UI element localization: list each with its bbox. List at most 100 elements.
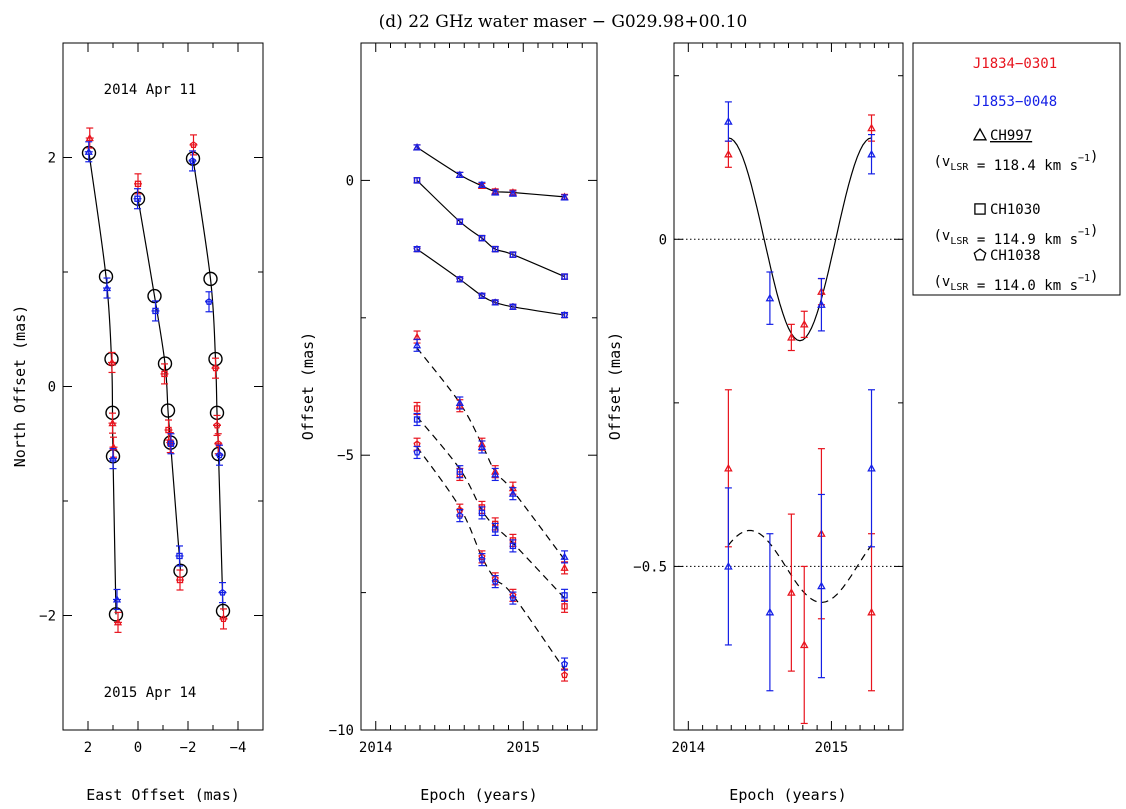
sky-red-point <box>108 418 117 427</box>
residual-blue-point <box>765 607 775 616</box>
sky-panel-frame <box>62 42 264 731</box>
residual-blue-point <box>765 293 775 302</box>
sky-blue-point <box>218 588 227 596</box>
residual-red-point <box>724 149 733 158</box>
sky-annotation-end: 2015 Apr 14 <box>104 685 197 701</box>
offset-epoch-panel-ticks: 2014 2015 0 −5 −10 <box>329 42 597 756</box>
legend-spot-name: CH1038 <box>990 248 1041 264</box>
sky-y-tick-label: 0 <box>48 380 56 396</box>
offset-blue-point <box>509 251 517 258</box>
residual-blue-point <box>817 581 826 590</box>
sky-blue-point <box>112 595 122 603</box>
residual-epoch-panel-ticks: 2014 2015 0 −0.5 <box>633 43 903 756</box>
offset-blue-point <box>509 542 517 550</box>
sky-x-axis-label: East Offset (mas) <box>86 786 240 804</box>
sky-x-tick-label: 0 <box>134 740 142 756</box>
sky-blue-point <box>167 440 175 447</box>
offset-epoch-panel-data <box>412 143 569 682</box>
legend-vlsr-part: LSR <box>950 282 969 293</box>
sky-blue-point <box>84 147 93 155</box>
offset-blue-point <box>477 180 487 188</box>
sky-red-point <box>113 618 123 626</box>
sky-panel: 2 0 −2 −4 2 0 −2 2014 Apr 11 2015 Apr 14 East … <box>11 42 264 804</box>
offset-blue-point <box>413 245 421 253</box>
legend-vlsr-part: LSR <box>950 162 969 173</box>
sky-x-tick-label: 2 <box>84 740 92 756</box>
offset-model-curve <box>416 248 565 316</box>
sky-annotation-start: 2014 Apr 11 <box>104 82 197 98</box>
sky-red-point <box>167 439 174 446</box>
legend-vlsr-part: ) <box>1090 269 1098 285</box>
sky-red-point <box>213 421 221 429</box>
legend-spot-vlsr: (vLSR = 118.4 km s−1) <box>934 149 1099 174</box>
legend-qso1: J1834−0301 <box>973 56 1057 72</box>
sky-model-position <box>147 288 162 304</box>
residual-epoch-y-axis-label: Offset (mas) <box>606 332 624 440</box>
sky-blue-point <box>215 451 224 459</box>
offset-blue-point <box>478 291 486 299</box>
sky-model-position <box>160 403 176 418</box>
sky-red-point <box>211 364 220 372</box>
offset-blue-point <box>455 170 464 178</box>
residual-y-tick-label: 0 <box>659 232 667 248</box>
residual-x-tick-label: 2015 <box>815 740 849 756</box>
legend-vlsr-part: = 118.4 km s <box>968 158 1078 174</box>
sky-blue-point <box>108 454 118 462</box>
offset-blue-point <box>509 302 517 310</box>
offset-blue-point <box>456 275 464 283</box>
sky-panel-data <box>81 127 231 633</box>
offset-blue-point <box>478 234 486 242</box>
sky-model-position <box>98 269 114 284</box>
legend-vlsr-part: (v <box>934 274 951 290</box>
sky-red-point <box>85 133 94 142</box>
sky-red-point <box>189 141 198 148</box>
legend-spots: CH997(vLSR = 118.4 km s−1)CH1030(vLSR = … <box>934 127 1099 294</box>
residual-blue-point <box>867 149 876 158</box>
sky-model-position <box>203 271 218 287</box>
offset-epoch-y-axis-label: Offset (mas) <box>299 332 317 440</box>
legend-triangle-icon <box>972 127 988 141</box>
sky-blue-point <box>152 307 159 315</box>
sky-y-axis-label: North Offset (mas) <box>11 305 29 468</box>
sky-panel-ticks: 2 0 −2 −4 2 0 −2 <box>39 43 263 756</box>
offset-blue-point <box>491 188 500 196</box>
sky-red-point <box>107 358 117 366</box>
residual-epoch-panel-data <box>674 101 903 725</box>
offset-blue-point <box>413 416 421 423</box>
offset-blue-point <box>478 509 486 517</box>
legend-vlsr-part: LSR <box>950 236 969 247</box>
residual-y-tick-label: −0.5 <box>633 559 667 575</box>
legend-pentagon-icon <box>973 248 987 261</box>
residual-blue-point <box>817 300 826 308</box>
offset-blue-point <box>413 177 421 184</box>
legend-square-icon <box>974 203 986 215</box>
legend-vlsr-part: = 114.0 km s <box>968 278 1078 294</box>
residual-red-point <box>799 640 809 649</box>
offset-model-curve <box>416 347 565 560</box>
offset-blue-point <box>560 311 569 319</box>
sky-red-point <box>219 615 228 623</box>
residual-model-dashed <box>727 529 872 603</box>
offset-blue-point <box>456 511 464 519</box>
offset-blue-point <box>508 489 518 497</box>
offset-blue-point <box>456 468 464 475</box>
residual-red-point <box>787 588 796 596</box>
sky-model-position <box>108 607 124 622</box>
offset-red-point <box>560 671 569 679</box>
offset-blue-point <box>478 555 486 563</box>
offset-epoch-panel-frame <box>360 42 598 731</box>
offset-model-curve <box>416 416 565 599</box>
residual-model-solid <box>728 137 872 342</box>
offset-blue-point <box>492 245 499 253</box>
offset-epoch-y-tick-label: −10 <box>329 723 354 739</box>
offset-red-point <box>413 405 421 412</box>
offset-epoch-y-tick-label: 0 <box>346 173 354 189</box>
sky-x-tick-label: −4 <box>230 740 247 756</box>
legend-vlsr-part: ) <box>1090 149 1098 165</box>
residual-red-point <box>867 607 876 616</box>
legend: J1834−0301 J1853−0048 CH997(vLSR = 118.4… <box>912 42 1121 296</box>
legend-frame <box>912 42 1121 296</box>
sky-model-track <box>88 152 117 615</box>
sky-y-tick-label: 2 <box>48 151 56 167</box>
residual-blue-point <box>867 463 876 472</box>
